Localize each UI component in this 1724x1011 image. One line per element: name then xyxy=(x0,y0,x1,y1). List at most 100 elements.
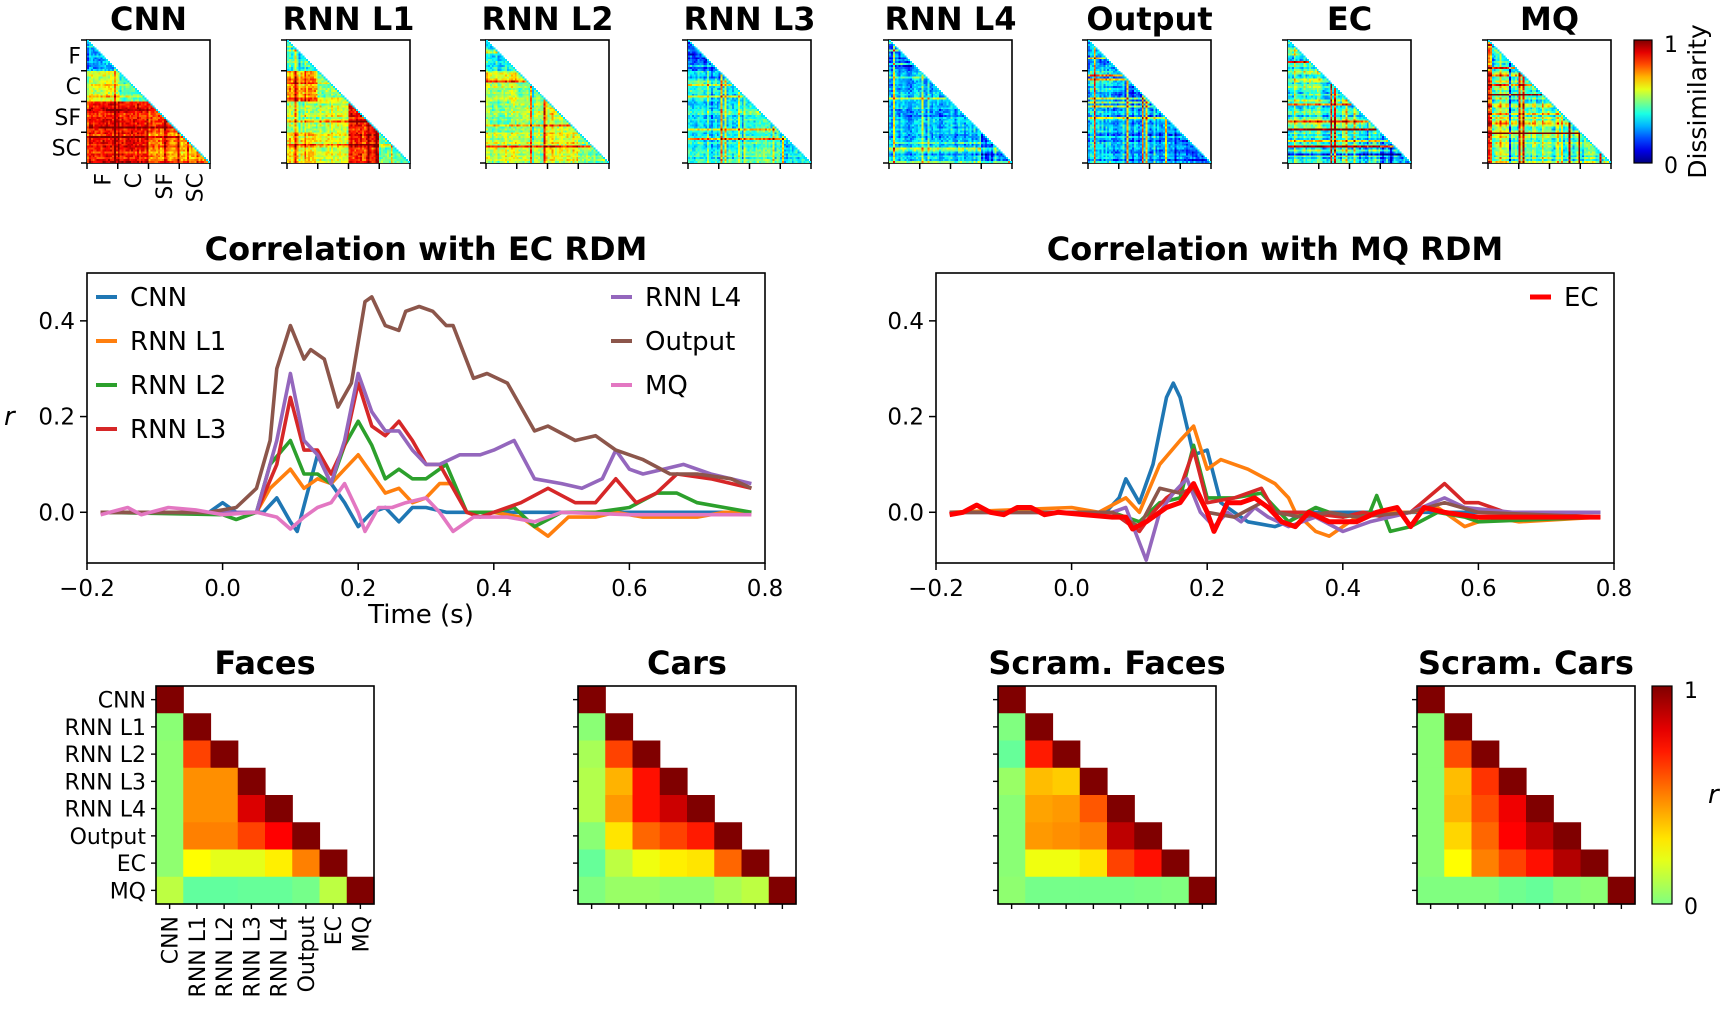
matrix-cell xyxy=(687,849,715,878)
matrix-cell xyxy=(1079,822,1108,851)
matrix-cell xyxy=(1417,686,1445,714)
matrix-cell xyxy=(156,740,184,769)
matrix-x-label: CNN xyxy=(159,916,184,964)
series-line-ec xyxy=(949,481,1601,534)
x-tick-label: 0.6 xyxy=(611,576,648,602)
matrix-y-label: Output xyxy=(70,825,147,850)
matrix-cell xyxy=(1580,876,1609,905)
matrix-cell xyxy=(1471,822,1500,851)
matrix-cell xyxy=(1526,849,1554,878)
matrix-cell xyxy=(1025,849,1054,878)
matrix-cell xyxy=(265,876,293,905)
matrix-cell xyxy=(1079,876,1108,905)
matrix-cell xyxy=(183,822,212,851)
colorbar-max-label: 1 xyxy=(1664,33,1678,58)
rdm-y-label: SF xyxy=(54,106,81,131)
matrix-cell xyxy=(1107,795,1135,823)
matrix-y-label: CNN xyxy=(98,689,146,714)
rdm-heatmap-rnn-l1 xyxy=(287,40,410,163)
matrix-cell xyxy=(156,822,184,851)
matrix-cell xyxy=(714,822,743,851)
matrix-cell xyxy=(156,767,184,796)
rdm-heatmap-mq xyxy=(1488,40,1611,163)
matrix-x-label: RNN L4 xyxy=(268,916,293,997)
matrix-cell xyxy=(632,767,661,796)
x-tick-label: 0.0 xyxy=(204,576,241,602)
matrix-cell xyxy=(605,713,634,742)
matrix-cell xyxy=(605,849,634,878)
matrix-cell xyxy=(292,876,321,905)
matrix-cell xyxy=(632,822,661,851)
matrix-cell xyxy=(265,849,293,878)
matrix-cell xyxy=(1161,876,1190,905)
y-tick-label: 0.4 xyxy=(887,309,924,335)
matrix-cell xyxy=(998,713,1026,742)
matrix-cell xyxy=(292,822,321,851)
matrix-cell xyxy=(998,767,1026,796)
matrix-cell xyxy=(1417,822,1445,851)
matrix-frame xyxy=(155,685,375,905)
matrix-cell xyxy=(1471,740,1500,769)
rdm-y-label: C xyxy=(66,75,81,100)
legend-label: Output xyxy=(645,327,735,357)
matrix-cell xyxy=(210,740,239,769)
x-tick-label: 0.8 xyxy=(747,576,784,602)
matrix-y-label: MQ xyxy=(110,879,146,904)
matrix-cell xyxy=(156,686,184,714)
matrix-cell xyxy=(1498,876,1527,905)
matrix-y-label: RNN L3 xyxy=(65,770,146,795)
matrix-cell xyxy=(1471,795,1500,823)
matrix-cell xyxy=(1417,740,1445,769)
matrix-cell xyxy=(578,876,606,905)
matrix-cell xyxy=(687,876,715,905)
matrix-cell xyxy=(578,849,606,878)
matrix-cell xyxy=(1134,849,1163,878)
matrix-cell xyxy=(1444,849,1473,878)
matrix-cell xyxy=(156,713,184,742)
matrix-cell xyxy=(632,740,661,769)
colorbar-title: r xyxy=(1708,780,1721,810)
matrix-cell xyxy=(346,876,375,905)
matrix-cell xyxy=(1498,767,1527,796)
matrix-cell xyxy=(1079,849,1108,878)
matrix-cell xyxy=(156,849,184,878)
matrix-cell xyxy=(659,876,688,905)
legend-label: MQ xyxy=(645,371,688,401)
matrix-cell xyxy=(1025,795,1054,823)
matrix-cell xyxy=(1107,822,1135,851)
matrix-cell xyxy=(292,849,321,878)
matrix-cell xyxy=(605,822,634,851)
matrix-cell xyxy=(1444,876,1473,905)
matrix-cell xyxy=(659,822,688,851)
matrix-cell xyxy=(1052,795,1081,823)
rdm-title: RNN L1 xyxy=(283,0,415,38)
matrix-cell xyxy=(578,713,606,742)
matrix-cell xyxy=(210,795,239,823)
matrix-x-label: RNN L1 xyxy=(186,916,211,997)
dissimilarity-colorbar xyxy=(1633,39,1653,164)
matrix-frame xyxy=(1416,685,1636,905)
matrix-cell xyxy=(183,740,212,769)
rdm-title: EC xyxy=(1327,0,1372,38)
r-colorbar xyxy=(1651,685,1673,905)
matrix-cell xyxy=(998,795,1026,823)
legend-label: CNN xyxy=(130,283,187,313)
matrix-cell xyxy=(1417,713,1445,742)
matrix-cell xyxy=(210,849,239,878)
matrix-cell xyxy=(1553,822,1582,851)
matrix-cell xyxy=(1134,822,1163,851)
matrix-cell xyxy=(659,767,688,796)
matrix-cell xyxy=(1444,740,1473,769)
matrix-cell xyxy=(605,767,634,796)
matrix-cell xyxy=(1498,795,1527,823)
matrix-y-label: RNN L4 xyxy=(65,798,146,823)
matrix-cell xyxy=(578,740,606,769)
matrix-cell xyxy=(998,849,1026,878)
legend-label: RNN L3 xyxy=(130,415,226,445)
colorbar-min-label: 0 xyxy=(1684,895,1698,920)
matrix-frame xyxy=(577,685,797,905)
matrix-cell xyxy=(998,740,1026,769)
x-tick-label: 0.2 xyxy=(340,576,377,602)
rdm-y-label: F xyxy=(68,44,81,69)
matrix-cell xyxy=(998,876,1026,905)
